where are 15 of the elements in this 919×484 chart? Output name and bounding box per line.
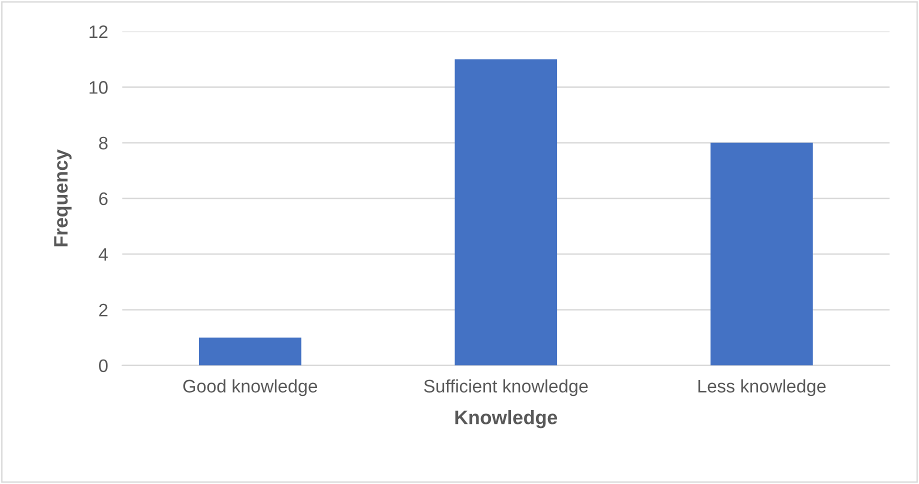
y-tick-label: 0 (99, 359, 108, 372)
y-tick-label: 6 (99, 192, 108, 206)
bar (198, 338, 302, 366)
x-tick-label: Good knowledge (183, 379, 318, 396)
bar (710, 142, 813, 366)
y-axis-title: Frequency (54, 149, 72, 246)
x-tick-label: Sufficient knowledge (424, 379, 588, 396)
y-tick-label: 8 (99, 136, 108, 150)
y-tick-label: 12 (90, 25, 108, 38)
x-tick-label: Less knowledge (698, 379, 826, 396)
y-tick-label: 10 (90, 81, 108, 94)
y-tick-label: 2 (99, 304, 108, 316)
bar (454, 59, 558, 366)
y-tick-label: 4 (98, 248, 108, 261)
x-axis-title: Knowledge (455, 410, 558, 428)
